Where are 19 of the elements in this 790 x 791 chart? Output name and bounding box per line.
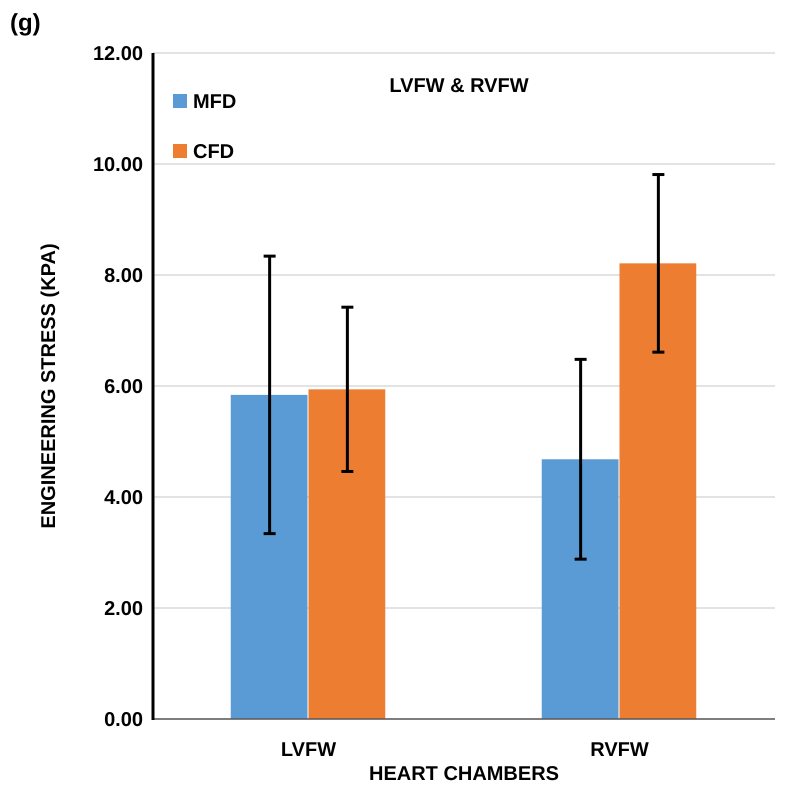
bar [620,263,696,719]
x-tick-label: RVFW [590,739,649,761]
x-tick-label: LVFW [280,739,336,761]
bar [542,459,618,719]
bar [308,389,386,719]
y-tick-label: 0.00 [104,709,143,731]
y-tick-label: 10.00 [92,154,143,176]
y-axis-title: ENGINEERING STRESS (KPA) [38,243,60,529]
y-tick-label: 6.00 [104,376,143,398]
text: LVFW & RVFW [389,75,529,97]
legend-label: MFD [193,91,236,113]
x-axis-title: HEART CHAMBERS [369,763,559,785]
bar [230,394,308,719]
y-tick-label: 12.00 [92,43,143,65]
y-tick-label: 2.00 [104,598,143,620]
text: (g) [10,9,41,36]
y-tick-label: 8.00 [104,265,143,287]
legend-label: CFD [193,141,234,163]
y-tick-label: 4.00 [104,487,143,509]
